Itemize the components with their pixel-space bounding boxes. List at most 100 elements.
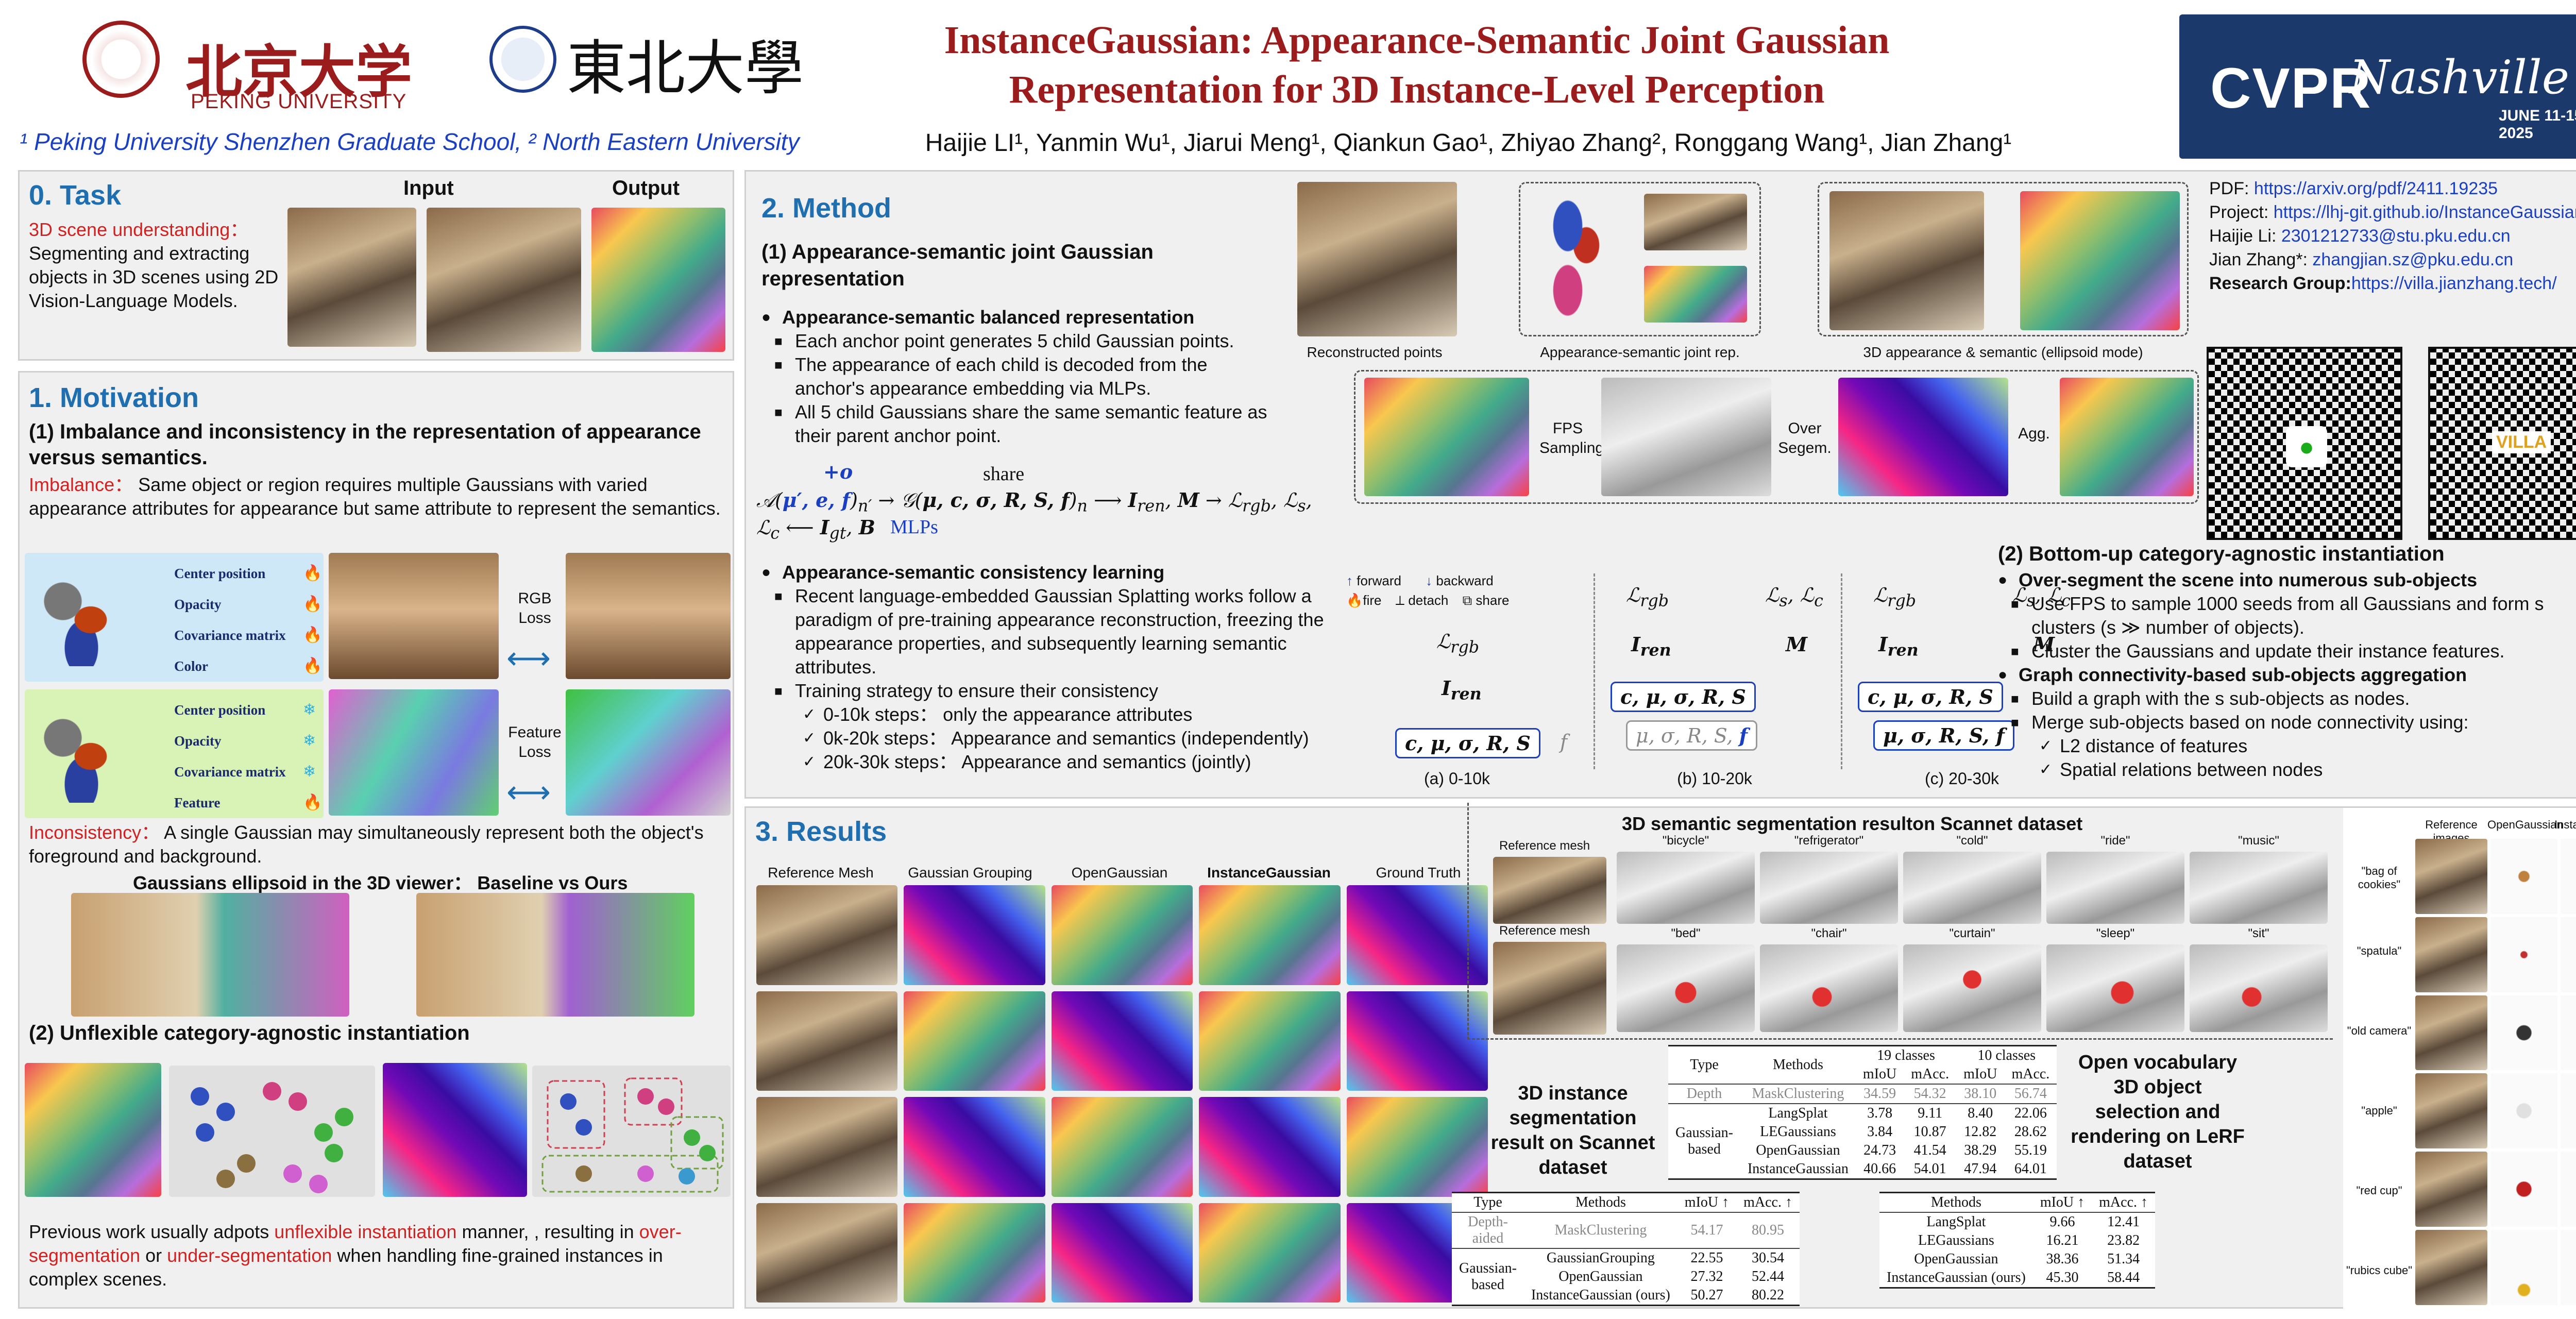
cvpr-city: Nashville: [2349, 50, 2570, 105]
query-label: "ride": [2100, 834, 2130, 848]
consistency-heading: Appearance-semantic consistency learning: [761, 561, 1349, 584]
lerf-ig-img: [2561, 1152, 2576, 1227]
attr-covariance-2: Covariance matrix: [174, 764, 286, 780]
table-row: OpenGaussian 24.73 41.54 38.29 55.19: [1756, 1142, 2047, 1158]
ov-table: Methods mIoU ↑ mAcc. ↑ LangSplat 9.66 12.41 …: [1879, 1192, 2155, 1289]
task-input-views: [287, 208, 416, 347]
formula-body: 𝒜(μ′, e, f)n′ → 𝒢(μ, c, σ, R, S, f)n ⟶ I…: [756, 488, 1312, 543]
viewer-caption: Gaussians ellipsoid in the 3D viewer： Ba…: [133, 872, 628, 893]
rgb-loss-arrow: ⟷: [506, 641, 551, 675]
pipeline-box: [1354, 370, 2199, 504]
group-link[interactable]: https://villa.jianzhang.tech/: [2351, 274, 2557, 293]
th-methods: Methods: [1772, 1057, 1823, 1073]
pdf-link[interactable]: https://arxiv.org/pdf/2411.19235: [2253, 179, 2498, 198]
lerf-ig-img: [2561, 995, 2576, 1071]
lerf-query: "apple": [2361, 1104, 2397, 1117]
ov-caption: Open vocabulary 3D object selection and …: [2071, 1052, 2245, 1172]
lerf-col-ig: InstanceGaussian: [2554, 818, 2576, 831]
th-macc: mAcc.: [2011, 1066, 2050, 1082]
stage-caption-b: (b) 10-20k: [1677, 769, 1752, 788]
lerf-og-img: [2490, 1073, 2557, 1149]
jian-email[interactable]: zhangjian.sz@pku.edu.cn: [2312, 250, 2514, 269]
semantic-img: [2020, 191, 2180, 330]
method-heading: 2. Method: [761, 193, 891, 224]
inconsistency-label: Inconsistency：: [29, 822, 160, 843]
lerf-query: "rubics cube": [2346, 1264, 2413, 1277]
th-macc: mAcc. ↑: [1743, 1194, 1792, 1210]
query-result: [2046, 944, 2184, 1032]
table-row: OpenGaussian 27.32 52.44: [1558, 1269, 1785, 1284]
attr-center-2: Center position: [174, 702, 266, 718]
attr-list-bottom: Center position Opacity Covariance matri…: [174, 695, 286, 818]
legend-detach: detach: [1408, 593, 1449, 608]
grid-cell: [1346, 1097, 1488, 1197]
query-result: [1903, 852, 2041, 924]
table-row: InstanceGaussian (ours) 50.27 80.22: [1452, 1286, 1800, 1306]
query-label: "chair": [1811, 926, 1847, 940]
grid-cell: [904, 885, 1045, 985]
haijie-email[interactable]: 2301212733@stu.pku.edu.cn: [2281, 226, 2511, 246]
th-methods: Methods: [1575, 1194, 1626, 1210]
attr-color: Color: [174, 658, 208, 674]
ref-mesh-2: Reference mesh: [1499, 924, 1590, 938]
lerf-query: "red cup": [2356, 1184, 2402, 1197]
consistency-section: Appearance-semantic consistency learning…: [761, 561, 1349, 774]
instantiation-scene-1: [25, 1063, 161, 1197]
task-input-label: Input: [403, 177, 454, 199]
lerf-panel: Reference images OpenGaussian InstanceGa…: [2343, 808, 2576, 1310]
group-label: Research Group:: [2209, 274, 2351, 293]
th-miou: mIoU: [1963, 1066, 1997, 1082]
wechat-qr[interactable]: ●: [2207, 347, 2402, 540]
lerf-ref-img: [2415, 917, 2487, 992]
poster-title: InstanceGaussian: Appearance-Semantic Jo…: [927, 15, 1906, 114]
graph-item-1: Build a graph with the s sub-objects as …: [2011, 687, 2576, 711]
task-heading: 0. Task: [29, 180, 122, 211]
lerf-ref-img: [2415, 995, 2487, 1071]
rgb-loss-label: RGB Loss: [518, 590, 552, 627]
lerf-og-img: [2490, 995, 2557, 1071]
cvpr-text: CVPR: [2210, 57, 2372, 120]
cvpr-logo: CVPR Nashville JUNE 11-15, 2025: [2179, 14, 2576, 159]
lerf-og-img: [2490, 1152, 2557, 1227]
stage-a: ℒrgb Iren c, μ, σ, R, S f: [1333, 573, 1591, 769]
balanced-section: Appearance-semantic balanced representat…: [761, 306, 1277, 448]
instantiation-clusters-2: [532, 1066, 731, 1197]
consistency-item-1: Recent language-embedded Gaussian Splatt…: [774, 584, 1349, 679]
attr-covariance: Covariance matrix: [174, 628, 286, 643]
attr-center: Center position: [174, 566, 266, 581]
grid-cell: [756, 991, 898, 1091]
authors: Haijie LI¹, Yanmin Wu¹, Jiarui Meng¹, Qi…: [925, 129, 2012, 157]
pdf-label: PDF:: [2209, 179, 2254, 198]
joint-rep-gaussians: [1531, 194, 1623, 323]
imbalance-label: Imbalance：: [29, 474, 133, 495]
th-macc: mAcc.: [1911, 1066, 1950, 1082]
table-row: Gaussian-based LangSplat 3.78 9.11 8.40 22.06: [1668, 1104, 2057, 1157]
step-1: 0-10k steps： only the appearance attribu…: [803, 703, 1349, 726]
lerf-grid: [2415, 839, 2576, 1305]
lerf-ig-img: [2561, 839, 2576, 914]
task-output-label: Output: [612, 177, 680, 199]
col-ground-truth: Ground Truth: [1376, 865, 1461, 881]
grid-cell: [1051, 1097, 1193, 1197]
motivation-sub1: (1) Imbalance and inconsistency in the r…: [29, 420, 701, 469]
task-output-scene: [591, 208, 725, 352]
query-images-row-1: [1617, 852, 2328, 924]
query-result: [1617, 852, 1755, 924]
query-row-2: "bed" "chair" "curtain" "sleep" "sit": [1617, 926, 2328, 941]
villa-qr[interactable]: VILLA: [2428, 347, 2576, 540]
neu-logo: [489, 26, 556, 93]
prev-red-1: unflexible instantiation: [274, 1221, 457, 1242]
semantic-title: 3D semantic segmentation resulton Scanne…: [1622, 813, 2083, 834]
kitchen-photo-2: [566, 553, 731, 679]
pipeline-input: [1364, 378, 1529, 496]
project-link[interactable]: https://lhj-git.github.io/InstanceGaussi…: [2273, 202, 2576, 222]
th-10: 10 classes: [1977, 1047, 2036, 1063]
col-opengaussian: OpenGaussian: [1071, 865, 1168, 881]
grid-cell: [1346, 885, 1488, 985]
query-images-row-2: [1617, 944, 2328, 1032]
jian-label: Jian Zhang*:: [2209, 250, 2313, 269]
results-heading: 3. Results: [755, 816, 887, 847]
pku-name-en: PEKING UNIVERSITY: [191, 90, 407, 113]
grid-cell: [1346, 991, 1488, 1091]
joint-rep-thumb-2: [1644, 266, 1747, 323]
